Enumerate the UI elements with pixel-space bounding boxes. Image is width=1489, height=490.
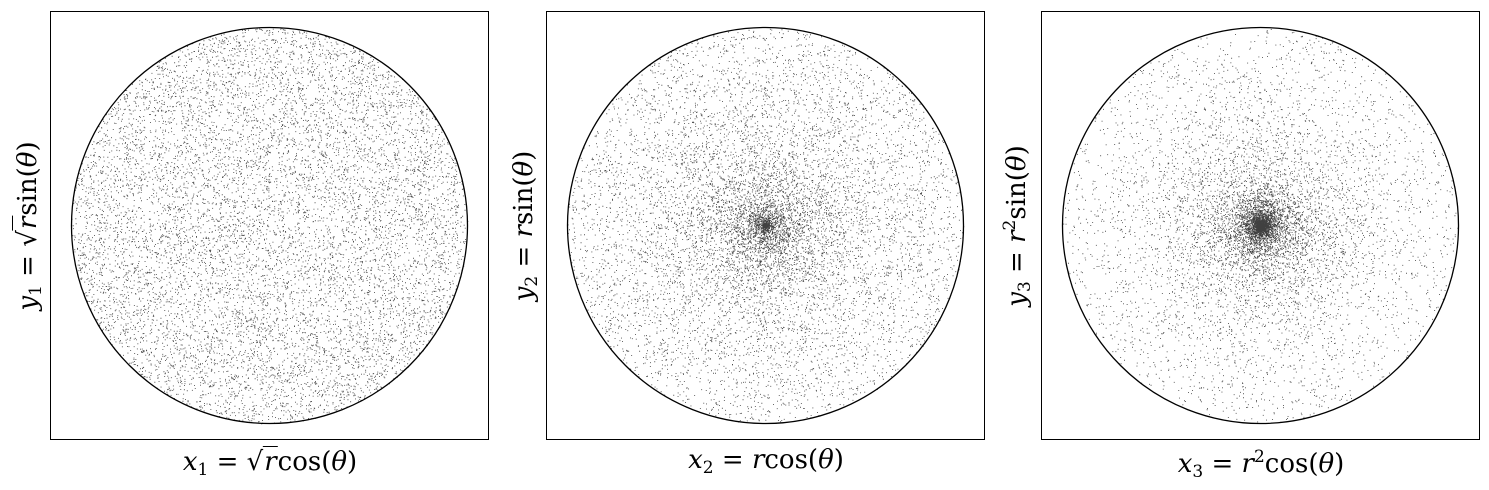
x-label-3-text: x3 = r2cos(θ) [1177,447,1345,482]
unit-circle-2 [566,26,965,425]
x-label-2-text: x2 = rcos(θ) [688,445,844,478]
scatter-panel-3 [1041,11,1480,440]
scatter-plot-3 [1041,11,1480,440]
points-group-3 [1063,29,1459,423]
y-axis-label-2: y2 = rsin(θ) [509,150,542,302]
scatter-panel-1 [50,11,489,440]
y-label-3-text: y3 = r2sin(θ) [1000,145,1035,307]
scatter-points-2 [567,28,965,424]
y-axis-label-3: y3 = r2sin(θ) [1000,145,1035,307]
y-axis-label-1: y1 = √rsin(θ) [12,141,46,311]
unit-circle-3 [1061,26,1460,425]
scatter-plot-2 [546,11,985,440]
scatter-plot-1 [50,11,489,440]
axes-frame-2 [546,11,985,440]
x-axis-label-1: x1 = √rcos(θ) [182,446,358,480]
axes-frame-3 [1041,11,1480,440]
scatter-points-1 [71,28,469,425]
x-label-1-text: x1 = √rcos(θ) [182,446,358,480]
points-group-2 [567,28,965,424]
unit-circle-1 [70,26,469,425]
x-axis-label-3: x3 = r2cos(θ) [1178,449,1345,481]
axes-frame-1 [50,11,489,440]
scatter-panel-2 [546,11,985,440]
x-axis-label-2: x2 = rcos(θ) [688,447,844,477]
y-label-2-text: y2 = rsin(θ) [509,150,542,302]
y-label-1-text: y1 = √rsin(θ) [12,141,46,311]
scatter-points-3 [1063,29,1459,423]
points-group-1 [71,28,469,425]
